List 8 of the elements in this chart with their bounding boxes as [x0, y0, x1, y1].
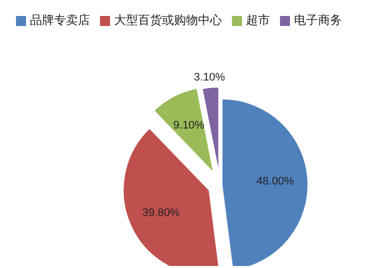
data-label: 39.80%: [142, 207, 180, 220]
legend-label: 品牌专卖店: [30, 13, 90, 27]
legend-label: 大型百货或购物中心: [114, 13, 222, 27]
legend-label: 电子商务: [294, 13, 342, 27]
data-label: 9.10%: [173, 119, 205, 132]
legend-label: 超市: [246, 13, 270, 27]
data-label: 3.10%: [194, 72, 226, 84]
data-label: 48.00%: [256, 176, 294, 188]
